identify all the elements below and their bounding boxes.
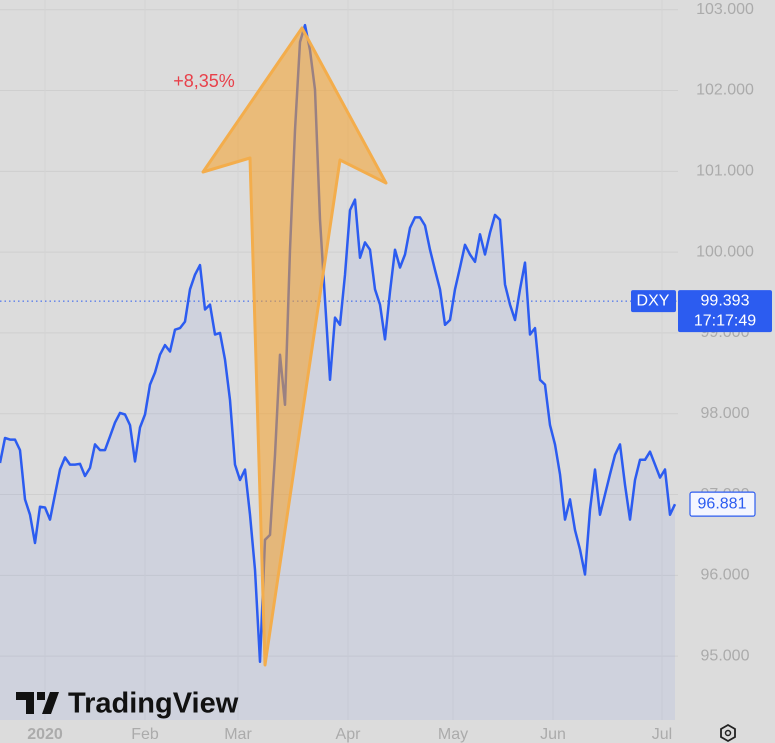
y-tick-label: 100.000 <box>696 243 754 260</box>
arrow-annotation <box>201 26 388 667</box>
settings-icon[interactable] <box>720 723 736 743</box>
price-line <box>0 23 677 664</box>
last-value-badge <box>689 491 756 517</box>
x-tick-label: Apr <box>336 726 362 743</box>
grid <box>0 9 678 657</box>
y-tick-label: 102.000 <box>696 82 754 99</box>
y-tick-label: 96.000 <box>701 567 750 584</box>
logo-text: TradingView <box>68 688 239 720</box>
x-tick-label: May <box>438 726 468 743</box>
y-tick-label: 101.000 <box>696 163 754 180</box>
x-tick-label: Mar <box>224 726 252 743</box>
settings-icon-center <box>724 729 732 737</box>
current-price-badge <box>678 290 772 333</box>
x-tick-label: 2020 <box>27 726 63 743</box>
y-tick-label: 98.000 <box>701 405 750 422</box>
axis-labels: 95.00096.00097.00098.00099.000100.000101… <box>27 1 772 743</box>
y-tick-label: 103.000 <box>696 1 754 18</box>
x-tick-label: Jul <box>652 726 672 743</box>
area-fill <box>0 25 675 721</box>
current-time-label: 17:17:49 <box>694 312 756 329</box>
last-value-label: 96.881 <box>698 495 747 512</box>
current-price-label: 99.393 <box>701 292 750 309</box>
x-tick-label: Jun <box>540 726 566 743</box>
symbol-label: DXY <box>637 292 670 309</box>
logo-icon <box>16 692 59 714</box>
logo: TradingView <box>16 688 239 720</box>
symbol-badge <box>631 290 676 313</box>
annotation: +8,35% <box>173 71 235 91</box>
y-tick-label: 95.000 <box>701 647 750 664</box>
plot <box>0 23 678 721</box>
x-tick-label: Feb <box>131 726 159 743</box>
